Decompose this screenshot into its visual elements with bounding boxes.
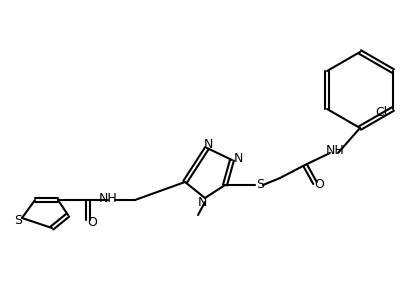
Text: O: O — [314, 179, 324, 191]
Text: O: O — [87, 215, 97, 228]
Text: N: N — [203, 138, 213, 151]
Text: N: N — [197, 197, 207, 210]
Text: S: S — [256, 179, 264, 191]
Text: Cl: Cl — [375, 105, 387, 118]
Text: NH: NH — [98, 193, 117, 206]
Text: N: N — [233, 151, 243, 164]
Text: NH: NH — [326, 144, 344, 158]
Text: S: S — [14, 213, 22, 226]
